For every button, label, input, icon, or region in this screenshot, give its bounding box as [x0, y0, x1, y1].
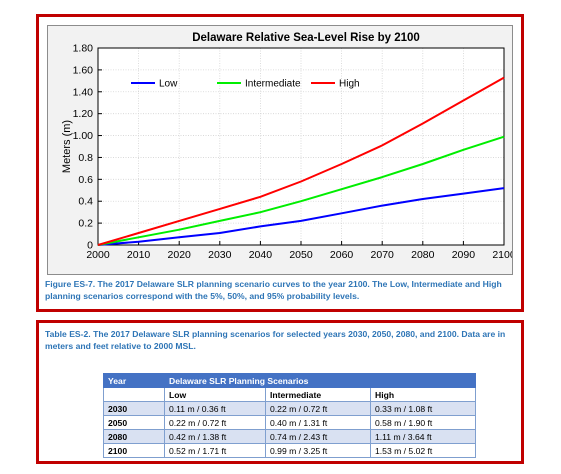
x-tick-label: 2090	[452, 249, 476, 261]
low-cell: 0.52 m / 1.71 ft	[164, 443, 266, 458]
low-column-header: Low	[164, 387, 266, 402]
y-tick-label: 0.6	[78, 174, 93, 186]
high-column-header: High	[370, 387, 476, 402]
y-axis-label: Meters (m)	[61, 120, 73, 173]
figure-panel: 2000 2010 2020 2030 2040 2050 2060 2070 2080 2090…	[36, 14, 524, 312]
low-cell: 0.42 m / 1.38 ft	[164, 429, 266, 444]
y-tick-label: 0.2	[78, 218, 93, 230]
intermediate-cell: 0.22 m / 0.72 ft	[265, 401, 371, 416]
y-tick-label: 0	[87, 240, 93, 252]
y-tick-label: 0.8	[78, 152, 93, 164]
figure-caption: Figure ES-7. The 2017 Delaware SLR plann…	[45, 279, 502, 301]
table-row: 2050 0.22 m / 0.72 ft 0.40 m / 1.31 ft 0…	[103, 415, 476, 430]
legend-label-high: High	[339, 79, 360, 90]
intermediate-cell: 0.99 m / 3.25 ft	[265, 443, 371, 458]
year-header: Year	[103, 373, 165, 388]
x-tick-label: 2050	[289, 249, 313, 261]
scenario-table: Year Delaware SLR Planning Scenarios Low…	[103, 373, 476, 458]
x-tick-label: 2000	[86, 249, 110, 261]
intermediate-cell: 0.40 m / 1.31 ft	[265, 415, 371, 430]
table-row: 2080 0.42 m / 1.38 ft 0.74 m / 2.43 ft 1…	[103, 429, 476, 444]
y-tick-label: 1.80	[73, 43, 94, 55]
high-cell: 1.11 m / 3.64 ft	[370, 429, 476, 444]
series-line-intermediate	[97, 135, 505, 246]
legend-label-low: Low	[159, 79, 178, 90]
x-tick-label: 2080	[411, 249, 435, 261]
low-cell: 0.22 m / 0.72 ft	[164, 415, 266, 430]
sea-level-chart: 2000 2010 2020 2030 2040 2050 2060 2070 2080 2090…	[61, 32, 512, 261]
high-cell: 1.53 m / 5.02 ft	[370, 443, 476, 458]
y-tick-label: 1.20	[73, 108, 94, 120]
chart-frame: 2000 2010 2020 2030 2040 2050 2060 2070 2080 2090…	[47, 25, 513, 275]
x-tick-label: 2010	[127, 249, 151, 261]
table-row: 2030 0.11 m / 0.36 ft 0.22 m / 0.72 ft 0…	[103, 401, 476, 416]
table-row: 2100 0.52 m / 1.71 ft 0.99 m / 3.25 ft 1…	[103, 443, 476, 458]
x-tick-label: 2030	[208, 249, 232, 261]
x-tick-label: 2100	[492, 249, 512, 261]
table-subheader-row: Low Intermediate High	[103, 387, 476, 402]
chart-title: Delaware Relative Sea-Level Rise by 2100	[192, 32, 420, 44]
year-cell: 2100	[103, 443, 165, 458]
y-tick-label: 0.4	[78, 196, 93, 208]
series-line-low	[97, 187, 505, 246]
series-line-high	[97, 76, 505, 246]
x-tick-label: 2070	[371, 249, 395, 261]
blank-subheader-cell	[103, 387, 165, 402]
intermediate-cell: 0.74 m / 2.43 ft	[265, 429, 371, 444]
table-header-row: Year Delaware SLR Planning Scenarios	[103, 373, 476, 388]
low-cell: 0.11 m / 0.36 ft	[164, 401, 266, 416]
y-tick-label: 1.00	[73, 130, 94, 142]
year-cell: 2050	[103, 415, 165, 430]
x-tick-label: 2020	[168, 249, 192, 261]
legend-label-intermediate: Intermediate	[245, 79, 301, 90]
year-cell: 2080	[103, 429, 165, 444]
table-panel: Table ES-2. The 2017 Delaware SLR planni…	[36, 320, 524, 464]
scenarios-group-header: Delaware SLR Planning Scenarios	[164, 373, 476, 388]
high-cell: 0.58 m / 1.90 ft	[370, 415, 476, 430]
y-tick-label: 1.60	[73, 64, 94, 76]
x-tick-label: 2040	[249, 249, 273, 261]
year-cell: 2030	[103, 401, 165, 416]
y-tick-label: 1.40	[73, 86, 94, 98]
intermediate-column-header: Intermediate	[265, 387, 371, 402]
table-caption: Table ES-2. The 2017 Delaware SLR planni…	[45, 329, 506, 351]
x-tick-label: 2060	[330, 249, 354, 261]
high-cell: 0.33 m / 1.08 ft	[370, 401, 476, 416]
